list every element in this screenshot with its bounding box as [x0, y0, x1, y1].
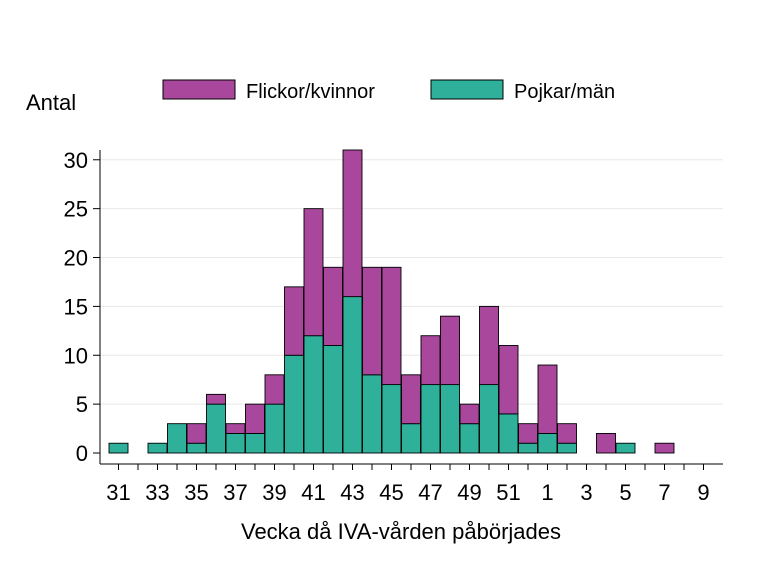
x-tick-label: 9 — [697, 480, 709, 505]
bar-segment-flickor — [362, 266, 382, 376]
bar-segment-flickor — [498, 345, 519, 415]
x-tick-label: 47 — [418, 480, 442, 505]
bar-segment-pojkar — [186, 442, 207, 454]
bar-segment-flickor — [381, 266, 402, 386]
y-axis-title: Antal — [26, 90, 76, 115]
bar-segment-pojkar — [537, 433, 558, 454]
x-tick-label: 35 — [184, 480, 208, 505]
bar-segment-flickor — [342, 149, 363, 298]
x-tick-label: 37 — [223, 480, 247, 505]
y-tick-label: 10 — [64, 343, 88, 368]
bar-segment-flickor — [596, 433, 616, 454]
bar-segment-flickor — [654, 442, 675, 454]
x-tick-label: 1 — [541, 480, 553, 505]
bar-segment-pojkar — [381, 384, 402, 454]
bar-segment-pojkar — [342, 296, 363, 454]
y-tick-label: 0 — [76, 441, 88, 466]
bar-segment-flickor — [245, 403, 265, 434]
bar-segment-pojkar — [225, 433, 246, 454]
x-tick-label: 5 — [619, 480, 631, 505]
bar-segment-pojkar — [245, 433, 265, 454]
bar-segment-pojkar — [479, 384, 499, 454]
y-ticks: 0 5 10 15 20 25 30 — [64, 148, 100, 466]
bar-segment-flickor — [303, 208, 324, 337]
y-tick-label: 30 — [64, 148, 88, 173]
bar-segment-pojkar — [420, 384, 441, 454]
bar-segment-pojkar — [284, 354, 304, 454]
y-tick-label: 20 — [64, 246, 88, 271]
bar-segment-pojkar — [401, 423, 421, 454]
bar-segment-flickor — [479, 305, 499, 386]
bar-segment-flickor — [186, 423, 207, 444]
bar-segment-flickor — [557, 423, 577, 444]
bar-segment-pojkar — [323, 345, 343, 454]
x-tick-label: 49 — [457, 480, 481, 505]
bar-segment-flickor — [206, 393, 226, 405]
x-tick-label: 31 — [106, 480, 130, 505]
x-ticks: 31 33 35 37 39 41 43 45 47 49 51 1 3 5 7 9 — [106, 464, 710, 505]
bar-segment-pojkar — [147, 442, 168, 454]
legend-label-flickor: Flickor/kvinnor — [246, 81, 375, 103]
x-tick-label: 45 — [379, 480, 403, 505]
y-tick-label: 15 — [64, 294, 88, 319]
bar-segment-pojkar — [264, 403, 285, 454]
x-tick-label: 33 — [145, 480, 169, 505]
x-tick-label: 39 — [262, 480, 286, 505]
bar-segment-flickor — [225, 423, 246, 434]
bar-segment-pojkar — [108, 442, 129, 454]
legend-swatch-flickor — [162, 79, 236, 100]
bars — [108, 149, 675, 454]
bar-segment-pojkar — [557, 442, 577, 454]
gridlines — [100, 159, 723, 405]
x-axis-title: Vecka då IVA-vården påbörjades — [241, 519, 561, 544]
bar-segment-pojkar — [167, 423, 187, 454]
bar-segment-flickor — [264, 374, 285, 405]
bar-segment-pojkar — [362, 374, 382, 454]
bar-segment-pojkar — [518, 442, 538, 454]
x-tick-label: 3 — [580, 480, 592, 505]
legend-label-pojkar: Pojkar/män — [514, 81, 615, 103]
x-tick-label: 41 — [301, 480, 325, 505]
bar-segment-pojkar — [615, 442, 636, 454]
bar-segment-pojkar — [440, 384, 460, 454]
bar-segment-pojkar — [303, 335, 324, 454]
x-tick-label: 43 — [340, 480, 364, 505]
bar-segment-flickor — [537, 364, 558, 434]
bar-segment-flickor — [420, 335, 441, 386]
legend-swatch-pojkar — [430, 79, 504, 100]
bar-segment-pojkar — [459, 423, 480, 454]
x-tick-label: 51 — [496, 480, 520, 505]
bar-segment-flickor — [518, 423, 538, 444]
bar-segment-pojkar — [498, 413, 519, 454]
bar-segment-pojkar — [206, 403, 226, 454]
bar-segment-flickor — [401, 374, 421, 425]
legend: Flickor/kvinnor Pojkar/män — [162, 79, 615, 103]
bar-segment-flickor — [323, 266, 343, 346]
x-tick-label: 7 — [658, 480, 670, 505]
bar-segment-flickor — [284, 286, 304, 356]
y-tick-label: 25 — [64, 197, 88, 222]
bar-segment-flickor — [440, 315, 460, 386]
y-tick-label: 5 — [76, 392, 88, 417]
bar-segment-flickor — [459, 403, 480, 425]
